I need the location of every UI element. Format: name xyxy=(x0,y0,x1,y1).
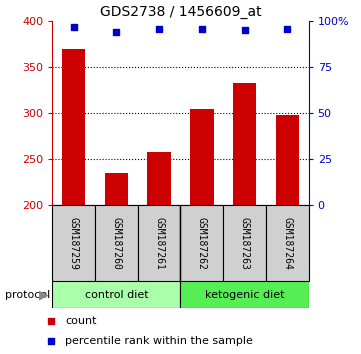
Bar xyxy=(52,205,95,281)
Bar xyxy=(266,205,309,281)
Text: GSM187264: GSM187264 xyxy=(282,217,292,270)
Point xyxy=(113,29,119,35)
Point xyxy=(284,26,290,32)
Point xyxy=(242,28,247,33)
Text: protocol: protocol xyxy=(5,290,51,300)
Title: GDS2738 / 1456609_at: GDS2738 / 1456609_at xyxy=(100,5,261,19)
Bar xyxy=(275,115,299,205)
Point xyxy=(156,26,162,32)
Text: GSM187259: GSM187259 xyxy=(69,217,79,270)
Text: GSM187260: GSM187260 xyxy=(112,217,121,270)
Bar xyxy=(147,152,171,205)
Text: ketogenic diet: ketogenic diet xyxy=(205,290,284,300)
Text: ▶: ▶ xyxy=(39,288,48,301)
Bar xyxy=(180,281,309,308)
Point xyxy=(71,24,77,30)
Bar xyxy=(138,205,180,281)
Bar xyxy=(180,205,223,281)
Text: GSM187263: GSM187263 xyxy=(240,217,249,270)
Bar xyxy=(190,109,214,205)
Text: count: count xyxy=(65,316,96,326)
Bar xyxy=(52,281,180,308)
Bar xyxy=(95,205,138,281)
Text: percentile rank within the sample: percentile rank within the sample xyxy=(65,336,253,346)
Bar xyxy=(233,83,256,205)
Bar xyxy=(62,49,86,205)
Text: control diet: control diet xyxy=(84,290,148,300)
Bar xyxy=(105,173,128,205)
Bar xyxy=(223,205,266,281)
Point xyxy=(199,26,205,32)
Text: GSM187261: GSM187261 xyxy=(154,217,164,270)
Text: GSM187262: GSM187262 xyxy=(197,217,207,270)
